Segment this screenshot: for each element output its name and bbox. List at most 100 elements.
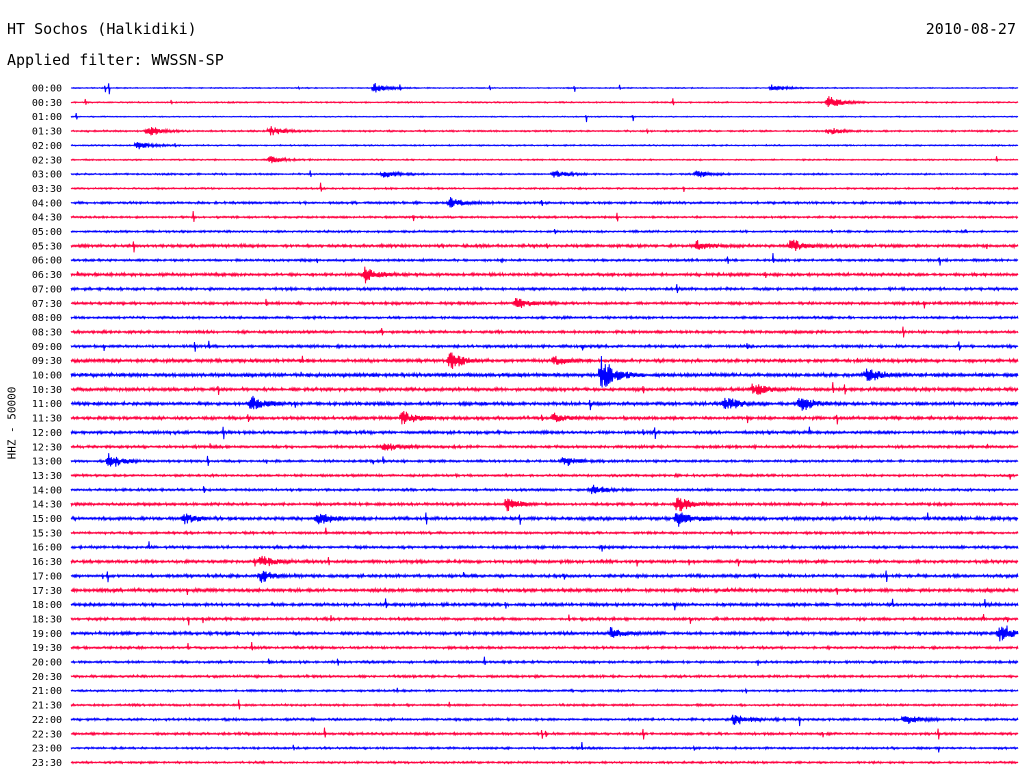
trace-row-0100 xyxy=(70,113,1019,123)
row-time-label: 21:00 xyxy=(32,686,62,697)
row-time-label: 08:00 xyxy=(32,313,62,324)
trace-row-0430 xyxy=(70,211,1019,222)
row-time-label: 17:00 xyxy=(32,571,62,582)
row-time-label: 22:00 xyxy=(32,715,62,726)
trace-row-0300 xyxy=(70,170,1019,178)
trace-row-1500 xyxy=(70,512,1019,527)
trace-row-1930 xyxy=(70,641,1019,651)
trace-row-0400 xyxy=(70,196,1019,208)
row-time-label: 07:00 xyxy=(32,284,62,295)
row-time-label: 16:00 xyxy=(32,543,62,554)
trace-row-1800 xyxy=(70,598,1019,611)
tick-label-group: 00:00 00:30 01:00 01:30 02:00 02:30 03:00 03:30… xyxy=(32,84,62,769)
trace-row-0500 xyxy=(70,228,1019,235)
row-time-label: 13:30 xyxy=(32,471,62,482)
trace-row-0630 xyxy=(70,266,1019,284)
trace-row-2000 xyxy=(70,656,1019,666)
trace-row-0000 xyxy=(70,83,1019,95)
trace-row-2100 xyxy=(70,687,1019,694)
row-time-label: 20:00 xyxy=(32,658,62,669)
trace-row-1030 xyxy=(70,382,1019,395)
row-time-label: 01:30 xyxy=(32,127,62,138)
row-time-label: 15:00 xyxy=(32,514,62,525)
row-time-label: 05:30 xyxy=(32,241,62,252)
trace-row-2030 xyxy=(70,673,1019,680)
trace-row-2200 xyxy=(70,714,1019,727)
row-time-label: 02:30 xyxy=(32,155,62,166)
trace-row-1730 xyxy=(70,586,1019,595)
trace-row-1100 xyxy=(70,395,1019,411)
row-time-label: 14:30 xyxy=(32,500,62,511)
row-time-label: 22:30 xyxy=(32,729,62,740)
trace-row-1600 xyxy=(70,541,1019,552)
row-time-label: 00:00 xyxy=(32,84,62,95)
row-time-label: 23:00 xyxy=(32,744,62,755)
row-time-label: 16:30 xyxy=(32,557,62,568)
row-time-label: 08:30 xyxy=(32,327,62,338)
trace-row-0600 xyxy=(70,253,1019,266)
trace-row-0700 xyxy=(70,284,1019,294)
row-time-label: 00:30 xyxy=(32,98,62,109)
trace-row-1700 xyxy=(70,570,1019,583)
row-time-label: 18:30 xyxy=(32,614,62,625)
row-time-label: 12:00 xyxy=(32,428,62,439)
row-time-label: 03:30 xyxy=(32,184,62,195)
row-time-label: 15:30 xyxy=(32,528,62,539)
row-time-label: 14:00 xyxy=(32,485,62,496)
trace-row-0930 xyxy=(70,352,1019,370)
trace-row-1530 xyxy=(70,527,1019,537)
trace-row-1300 xyxy=(70,453,1019,467)
trace-row-1630 xyxy=(70,555,1019,567)
row-time-label: 12:30 xyxy=(32,442,62,453)
row-time-label: 05:00 xyxy=(32,227,62,238)
trace-row-0800 xyxy=(70,314,1019,321)
row-time-label: 06:30 xyxy=(32,270,62,281)
row-time-label: 18:00 xyxy=(32,600,62,611)
trace-row-0130 xyxy=(70,126,1019,136)
trace-row-1230 xyxy=(70,443,1019,451)
row-time-label: 13:00 xyxy=(32,457,62,468)
row-time-label: 04:00 xyxy=(32,198,62,209)
row-time-label: 21:30 xyxy=(32,701,62,712)
trace-row-0330 xyxy=(70,182,1019,192)
trace-row-1430 xyxy=(70,497,1019,512)
trace-row-1830 xyxy=(70,614,1019,626)
trace-row-0230 xyxy=(70,156,1019,164)
row-time-label: 23:30 xyxy=(32,758,62,769)
y-axis-label: HHZ - 50000 xyxy=(5,386,19,460)
row-time-label: 06:00 xyxy=(32,256,62,267)
trace-row-0030 xyxy=(70,96,1019,108)
trace-row-0200 xyxy=(70,141,1019,150)
row-time-label: 03:00 xyxy=(32,170,62,181)
row-time-label: 01:00 xyxy=(32,112,62,123)
date-label: 2010-08-27 xyxy=(925,20,1016,38)
trace-row-1200 xyxy=(70,426,1019,440)
trace-group xyxy=(70,83,1019,766)
trace-row-0900 xyxy=(70,340,1019,352)
row-time-label: 10:00 xyxy=(32,371,62,382)
row-time-label: 07:30 xyxy=(32,299,62,310)
trace-row-0730 xyxy=(70,298,1019,309)
row-time-label: 19:00 xyxy=(32,629,62,640)
row-time-label: 10:30 xyxy=(32,385,62,396)
trace-row-1130 xyxy=(70,410,1019,425)
trace-row-2300 xyxy=(70,742,1019,753)
row-time-label: 04:30 xyxy=(32,213,62,224)
row-time-label: 17:30 xyxy=(32,586,62,597)
row-time-label: 09:00 xyxy=(32,342,62,353)
trace-row-0530 xyxy=(70,239,1019,253)
trace-row-1000 xyxy=(70,355,1019,388)
trace-row-1330 xyxy=(70,472,1019,480)
trace-row-2230 xyxy=(70,727,1019,740)
row-time-label: 19:30 xyxy=(32,643,62,654)
trace-row-2130 xyxy=(70,699,1019,710)
trace-row-0830 xyxy=(70,326,1019,338)
trace-row-2330 xyxy=(70,759,1019,766)
row-time-label: 02:00 xyxy=(32,141,62,152)
row-time-label: 11:30 xyxy=(32,414,62,425)
row-time-label: 09:30 xyxy=(32,356,62,367)
row-time-label: 20:30 xyxy=(32,672,62,683)
row-time-label: 11:00 xyxy=(32,399,62,410)
filter-label: Applied filter: WWSSN-SP xyxy=(7,51,224,69)
